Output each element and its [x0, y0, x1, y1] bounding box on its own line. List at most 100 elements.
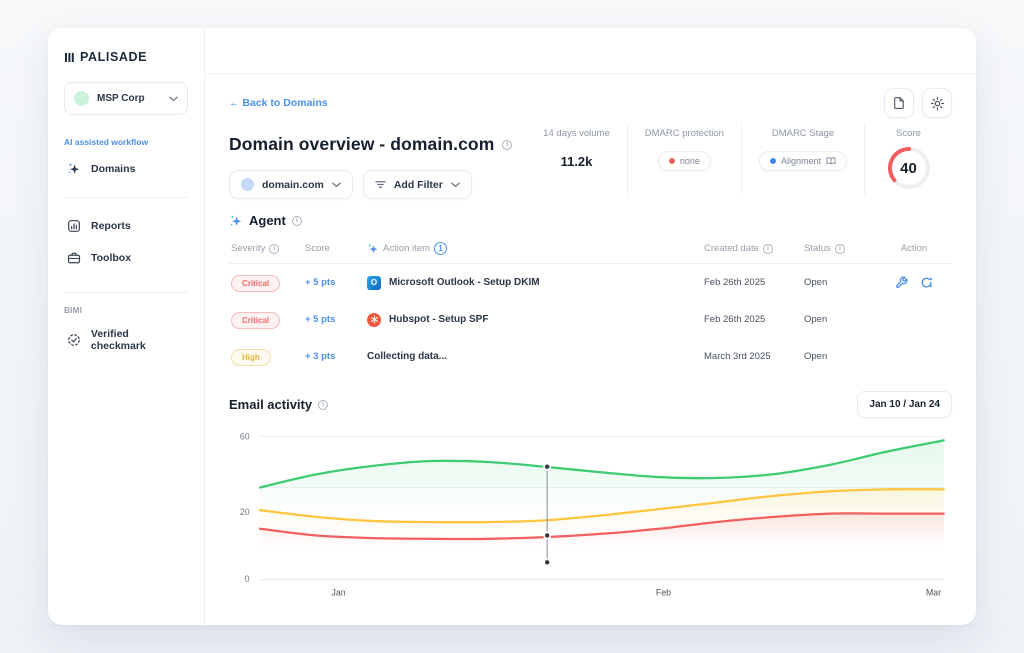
col-action: Action	[900, 243, 928, 254]
verified-badge-icon	[68, 334, 80, 346]
page-title: Domain overview - domain.com	[229, 134, 495, 154]
dmarc-stage-value: Alignment	[780, 156, 821, 166]
back-to-domains-link[interactable]: ← Back to Domains	[229, 97, 328, 109]
chevron-down-icon	[332, 182, 341, 187]
svg-text:60: 60	[240, 432, 250, 442]
action-item-cell[interactable]: Hubspot - Setup SPF	[367, 312, 704, 327]
sparkle-icon	[230, 214, 242, 226]
points-value: + 5 pts	[305, 314, 336, 325]
sidebar-divider	[64, 197, 188, 198]
book-icon	[826, 157, 836, 165]
col-score: Score	[305, 243, 330, 254]
stat-volume: 14 days volume 11.2k	[526, 124, 627, 195]
info-icon[interactable]	[291, 215, 302, 226]
domain-select[interactable]: domain.com	[229, 170, 353, 199]
date-range-button[interactable]: Jan 10 / Jan 24	[857, 391, 952, 418]
logo-bars-icon	[65, 52, 74, 62]
add-filter-button[interactable]: Add Filter	[362, 170, 472, 199]
sidebar-item-domains[interactable]: Domains	[64, 153, 188, 185]
hubspot-icon	[367, 312, 381, 327]
sidebar-item-label: Toolbox	[91, 252, 132, 264]
dmarc-protection-pill[interactable]: none	[657, 151, 711, 171]
email-activity-title-wrap: Email activity	[229, 397, 329, 412]
info-icon[interactable]	[269, 243, 280, 254]
wrench-icon[interactable]	[895, 276, 908, 289]
created-date: Feb 26th 2025	[704, 277, 766, 288]
svg-text:Mar: Mar	[926, 588, 941, 598]
filter-bar: domain.com Add Filter	[229, 170, 512, 199]
status-value: Open	[804, 351, 828, 362]
app-window: PALISADE MSP Corp AI assisted workflow D…	[48, 28, 976, 625]
outlook-icon: O	[367, 275, 381, 290]
account-name: MSP Corp	[97, 93, 145, 104]
score-value: 40	[900, 159, 917, 177]
brand-logo: PALISADE	[64, 50, 188, 64]
filter-icon	[375, 181, 386, 188]
page-header: Domain overview - domain.com domain.com	[229, 124, 952, 199]
score-ring-icon	[887, 146, 930, 189]
settings-button[interactable]	[922, 88, 952, 118]
agent-section-header: Agent	[229, 213, 952, 228]
info-icon[interactable]	[318, 399, 329, 410]
status-value: Open	[804, 277, 828, 288]
domain-avatar	[241, 178, 254, 191]
line-chart[interactable]: 60 20 0 Jan Feb Mar	[229, 422, 952, 604]
stat-label: DMARC protection	[644, 128, 724, 139]
action-item-label: Collecting data...	[367, 351, 448, 362]
svg-text:Jan: Jan	[332, 588, 346, 598]
created-date: March 3rd 2025	[704, 351, 771, 362]
dmarc-protection-value: none	[679, 156, 700, 166]
account-switcher[interactable]: MSP Corp	[64, 82, 188, 115]
red-status-dot-icon	[668, 158, 675, 164]
sidebar: PALISADE MSP Corp AI assisted workflow D…	[48, 28, 205, 625]
severity-badge: High	[231, 349, 271, 366]
add-filter-label: Add Filter	[393, 178, 443, 191]
table-row[interactable]: Critical + 5 pts O Microsoft Outlook - S…	[229, 264, 952, 301]
sparkle-icon	[368, 243, 378, 253]
document-button[interactable]	[884, 88, 914, 118]
stat-score: Score 40	[864, 124, 952, 195]
stat-label: 14 days volume	[543, 128, 610, 139]
dmarc-stage-pill[interactable]: Alignment	[758, 151, 847, 171]
stat-dmarc-protection: DMARC protection none	[626, 124, 741, 195]
action-item-label: Hubspot - Setup SPF	[389, 314, 489, 325]
info-icon[interactable]	[834, 243, 845, 254]
domain-select-value: domain.com	[262, 178, 324, 191]
account-avatar	[74, 91, 89, 106]
svg-text:20: 20	[240, 507, 250, 517]
workflow-section-label: AI assisted workflow	[64, 137, 149, 147]
bimi-section-label: BIMI	[64, 305, 82, 315]
gear-icon	[930, 96, 944, 110]
col-status: Status	[804, 243, 878, 254]
main-area: ← Back to Domains	[205, 28, 976, 625]
info-icon[interactable]	[762, 243, 773, 254]
title-block: Domain overview - domain.com domain.com	[229, 124, 513, 199]
col-severity: Severity	[231, 243, 305, 254]
status-value: Open	[804, 314, 828, 325]
table-row[interactable]: High + 3 pts Collecting data... March 3r…	[229, 338, 952, 375]
stat-label: Score	[896, 128, 921, 139]
brand-name: PALISADE	[80, 50, 148, 64]
sidebar-item-reports[interactable]: Reports	[64, 210, 188, 242]
action-item-cell[interactable]: O Microsoft Outlook - Setup DKIM	[367, 275, 704, 290]
action-item-cell: Collecting data...	[367, 351, 704, 362]
agent-table-header: Severity Score Action item 1 Created dat…	[229, 234, 952, 264]
sidebar-item-verified-checkmark[interactable]: Verified checkmark	[64, 319, 188, 361]
main-content: ← Back to Domains	[205, 74, 976, 625]
stats-panel: 14 days volume 11.2k DMARC protection no…	[526, 124, 952, 195]
score-gauge: 40	[886, 145, 932, 191]
sidebar-item-label: Reports	[91, 220, 131, 232]
chevron-down-icon	[451, 182, 460, 187]
document-icon	[894, 97, 904, 109]
table-row[interactable]: Critical + 5 pts Hubspot - Setup SPF	[229, 301, 952, 338]
action-item-count-badge: 1	[434, 242, 447, 255]
col-action-item: Action item 1	[367, 242, 704, 255]
toolbox-icon	[67, 252, 81, 264]
sidebar-item-label: Domains	[91, 163, 136, 175]
history-retry-icon[interactable]	[920, 276, 933, 289]
action-cell	[878, 276, 950, 289]
sidebar-item-toolbox[interactable]: Toolbox	[64, 242, 188, 274]
info-icon[interactable]	[502, 139, 513, 150]
utility-row: ← Back to Domains	[229, 88, 952, 118]
svg-text:Feb: Feb	[656, 588, 671, 598]
